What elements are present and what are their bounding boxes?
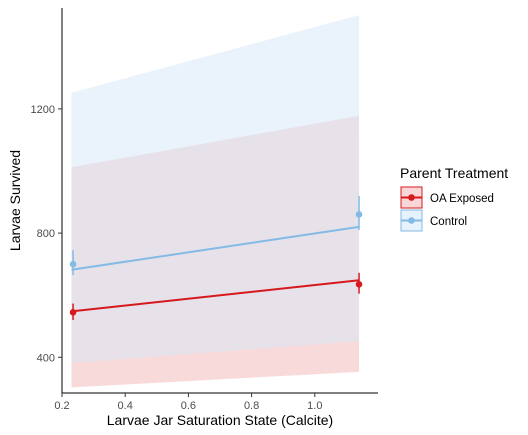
legend-label-control: Control [430,216,467,228]
fit-line-oa-exposed [71,279,360,313]
y-tick-label: 800 [37,228,55,240]
x-tick-label: 0.4 [118,400,133,412]
legend-key-point-control [408,217,415,224]
fit-line-control [71,225,360,271]
y-tick-label: 400 [37,352,55,364]
legend-key-point-oa-exposed [408,194,415,201]
fit-lines [71,225,360,313]
legend-title: Parent Treatment [400,165,508,181]
x-tick-label: 0.2 [54,400,69,412]
data-point-control-0 [69,260,77,268]
data-point-control-1 [355,211,363,218]
confidence-ribbons [71,15,360,388]
x-tick-label: 0.8 [244,400,259,412]
x-axis-title: Larvae Jar Saturation State (Calcite) [107,412,333,428]
x-tick-label: 0.6 [181,400,196,412]
data-points [69,195,363,321]
data-point-oa-exposed-1 [355,281,363,288]
axes: 0.2 0.4 0.6 0.8 1.0 400 800 1200 [31,8,378,412]
y-tick-label: 1200 [31,104,55,116]
legend: Parent Treatment OA Exposed Control [400,165,508,232]
data-point-oa-exposed-0 [69,308,77,316]
x-tick-label: 1.0 [307,400,322,412]
legend-label-oa-exposed: OA Exposed [430,193,494,205]
y-axis-title: Larvae Survived [7,150,23,251]
ribbon-control [71,15,360,363]
